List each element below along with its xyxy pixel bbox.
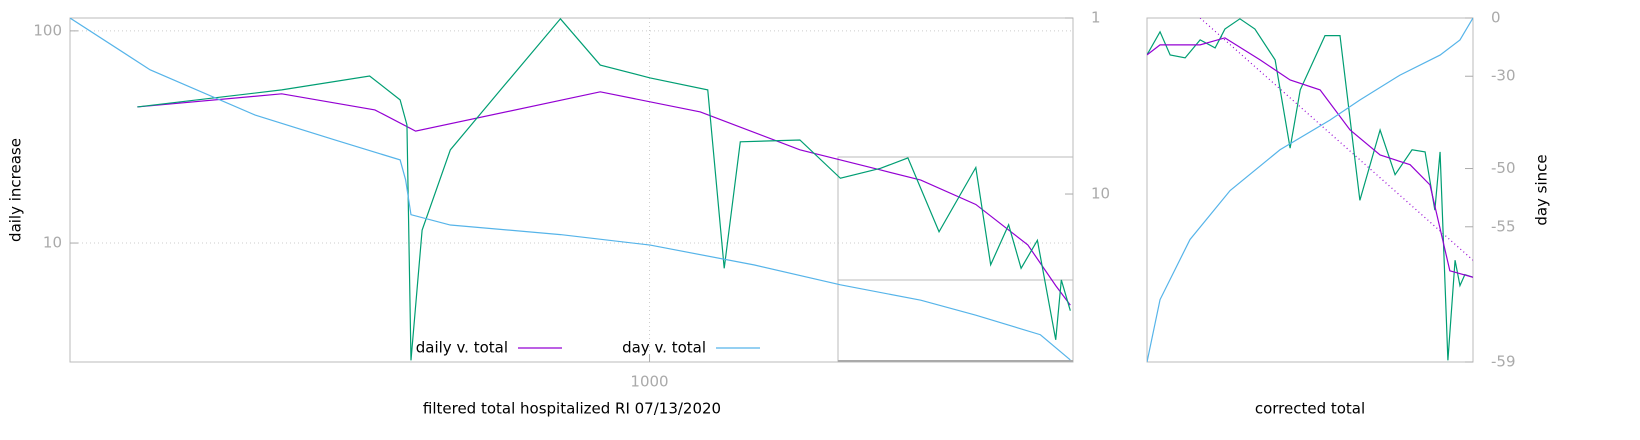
data-line	[1147, 37, 1473, 278]
y2-tick-label: -55	[1491, 217, 1516, 235]
y2-tick-label: 0	[1491, 9, 1501, 27]
data-line	[70, 18, 1071, 361]
plot-area	[1147, 18, 1473, 362]
x-axis-label: filtered total hospitalized RI 07/13/202…	[423, 400, 721, 418]
y2-tick-label: 1	[1091, 9, 1101, 27]
y2-tick-label: -59	[1491, 353, 1516, 371]
legend-label: daily v. total	[416, 339, 508, 357]
plot-frame	[69, 17, 1074, 363]
data-line	[1147, 18, 1473, 362]
y-tick-label: 10	[43, 234, 62, 252]
y2-tick-label: -30	[1491, 67, 1516, 85]
plot-frame	[1146, 17, 1474, 363]
y-axis-label: daily increase	[7, 138, 25, 242]
data-line	[1147, 18, 1473, 361]
data-line	[137, 18, 1071, 361]
y2-axis-label: day since	[1533, 154, 1551, 225]
data-line	[137, 91, 1071, 306]
y-tick-label: 100	[33, 21, 62, 39]
x-axis-label: corrected total	[1255, 400, 1365, 418]
legend-label: day v. total	[622, 339, 706, 357]
y2-tick-label: 10	[1091, 185, 1110, 203]
y2-tick-label: -50	[1491, 159, 1516, 177]
data-line	[1199, 18, 1473, 261]
plot-area	[70, 18, 1071, 361]
x-tick-label: 1000	[630, 373, 668, 391]
